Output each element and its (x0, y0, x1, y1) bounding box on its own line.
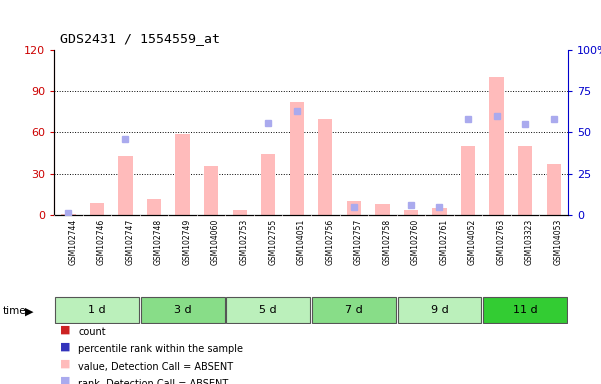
Bar (55, 297, 139, 323)
Text: time: time (3, 306, 26, 316)
Text: GSM102747: GSM102747 (126, 219, 135, 265)
Bar (375, 204, 389, 215)
Bar (318, 119, 332, 215)
Text: GSM102748: GSM102748 (154, 219, 163, 265)
Text: GSM102746: GSM102746 (97, 219, 106, 265)
Text: 11 d: 11 d (513, 305, 537, 315)
Bar (546, 164, 561, 215)
Bar (518, 146, 532, 215)
Text: ■: ■ (60, 324, 70, 334)
Bar (147, 199, 161, 215)
Text: GSM104060: GSM104060 (211, 219, 220, 265)
Text: GSM102755: GSM102755 (268, 219, 277, 265)
Text: GDS2431 / 1554559_at: GDS2431 / 1554559_at (60, 32, 220, 45)
Text: rank, Detection Call = ABSENT: rank, Detection Call = ABSENT (78, 379, 228, 384)
Text: GSM102749: GSM102749 (183, 219, 192, 265)
Bar (461, 146, 475, 215)
Text: ■: ■ (60, 376, 70, 384)
Text: GSM102753: GSM102753 (240, 219, 249, 265)
Text: 1 d: 1 d (88, 305, 106, 315)
Text: GSM102763: GSM102763 (496, 219, 505, 265)
Bar (204, 166, 218, 215)
Text: GSM102744: GSM102744 (69, 219, 78, 265)
Text: 3 d: 3 d (174, 305, 191, 315)
Bar (312, 297, 396, 323)
Text: 5 d: 5 d (260, 305, 277, 315)
Bar (90, 203, 104, 215)
Text: ▶: ▶ (25, 306, 34, 316)
Text: GSM102757: GSM102757 (354, 219, 363, 265)
Text: GSM102760: GSM102760 (411, 219, 420, 265)
Bar (290, 102, 304, 215)
Bar (483, 297, 567, 323)
Text: percentile rank within the sample: percentile rank within the sample (78, 344, 243, 354)
Text: ■: ■ (60, 341, 70, 351)
Text: 9 d: 9 d (430, 305, 448, 315)
Bar (226, 297, 310, 323)
Bar (347, 201, 361, 215)
Bar (397, 297, 481, 323)
Bar (175, 134, 190, 215)
Text: GSM104051: GSM104051 (297, 219, 306, 265)
Text: GSM102756: GSM102756 (325, 219, 334, 265)
Bar (233, 210, 247, 215)
Bar (489, 78, 504, 215)
Text: 7 d: 7 d (345, 305, 363, 315)
Text: GSM104053: GSM104053 (554, 219, 563, 265)
Text: GSM102758: GSM102758 (382, 219, 391, 265)
Text: value, Detection Call = ABSENT: value, Detection Call = ABSENT (78, 362, 233, 372)
Text: count: count (78, 327, 106, 337)
Bar (118, 156, 133, 215)
Bar (404, 210, 418, 215)
Bar (432, 208, 447, 215)
Bar (261, 154, 275, 215)
Bar (141, 297, 225, 323)
Text: GSM102761: GSM102761 (439, 219, 448, 265)
Text: GSM103323: GSM103323 (525, 219, 534, 265)
Text: ■: ■ (60, 359, 70, 369)
Bar (61, 214, 76, 215)
Text: GSM104052: GSM104052 (468, 219, 477, 265)
